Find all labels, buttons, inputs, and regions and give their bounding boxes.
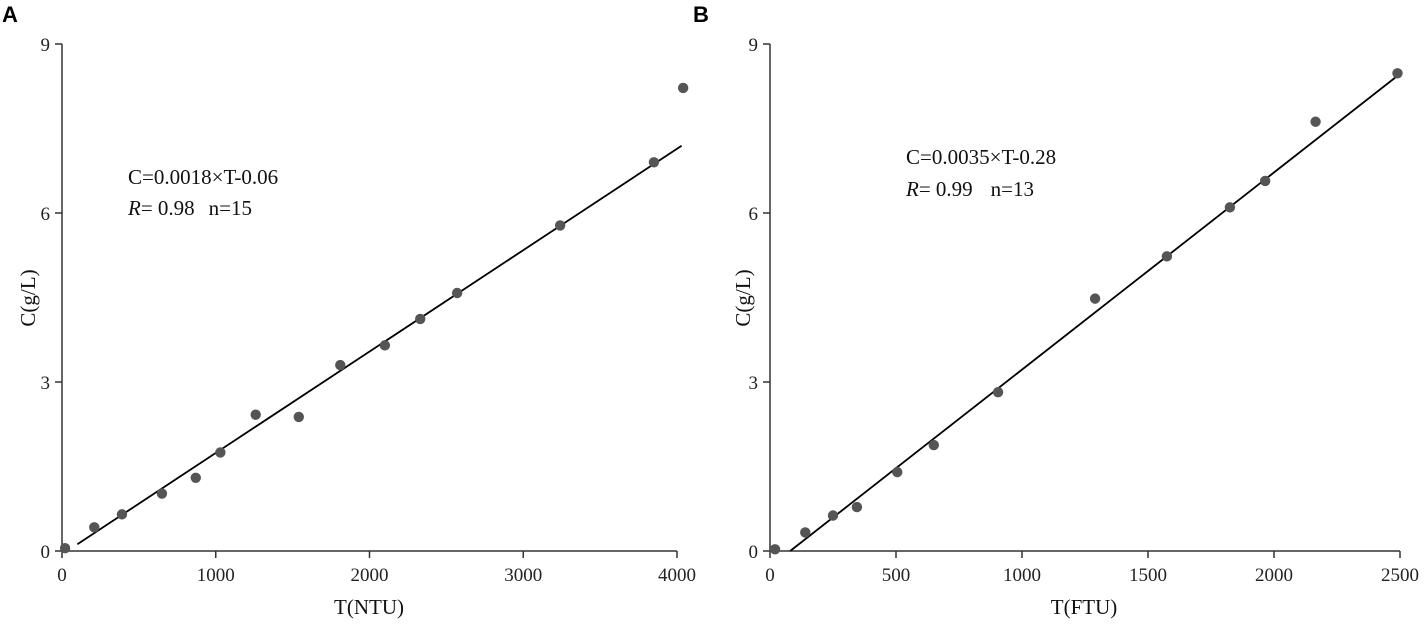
panel-a-xlabel: T(NTU) — [334, 595, 404, 619]
x-tick-label: 3000 — [504, 565, 542, 586]
data-point — [451, 287, 463, 299]
data-point — [677, 82, 689, 94]
panel-b-r-value: = 0.99 — [919, 177, 973, 201]
data-point — [250, 409, 261, 420]
panel-a-stats: R= 0.98 n=15 — [127, 196, 252, 220]
data-point — [379, 340, 391, 351]
x-tick-label: 4000 — [658, 565, 696, 586]
data-point — [215, 447, 226, 458]
x-tick-label: 2000 — [1255, 565, 1293, 586]
x-tick-label: 0 — [765, 565, 775, 586]
y-tick-label: 6 — [749, 204, 759, 225]
panel-b-points — [769, 68, 1403, 555]
x-tick-label: 0 — [57, 565, 67, 586]
data-point — [415, 313, 426, 325]
data-point — [1089, 293, 1101, 304]
panel-a-ylabel: C(g/L) — [16, 269, 40, 326]
data-point — [1161, 251, 1173, 262]
data-point — [800, 527, 811, 538]
x-tick-label: 1000 — [1003, 565, 1041, 586]
panel-b-equation: C=0.0035×T-0.28 — [906, 145, 1056, 169]
panel-b: B 0 500 1000 1500 2000 2500 0 3 6 9 C=0.0035×T-0.… — [693, 2, 1419, 619]
panel-b-r-symbol: R — [905, 177, 919, 201]
data-point — [648, 157, 660, 168]
data-point — [335, 359, 346, 371]
y-tick-label: 3 — [749, 373, 759, 394]
x-tick-label: 500 — [882, 565, 911, 586]
data-point — [827, 510, 839, 521]
panel-b-fit-line — [789, 73, 1401, 552]
panel-b-fit — [789, 73, 1401, 552]
data-point — [769, 544, 781, 555]
panel-b-stats: R= 0.99 n=13 — [905, 177, 1034, 201]
x-tick-label: 2500 — [1381, 565, 1419, 586]
data-point — [116, 509, 128, 520]
data-point — [156, 488, 168, 499]
y-tick-label: 3 — [41, 373, 51, 394]
data-point — [992, 386, 1004, 398]
data-point — [1392, 68, 1403, 79]
data-point — [59, 542, 71, 554]
x-tick-label: 2000 — [351, 565, 389, 586]
panel-a-r-value: = 0.98 — [141, 196, 195, 220]
panel-a-points — [59, 82, 689, 554]
data-point — [190, 472, 201, 483]
y-tick-label: 0 — [41, 542, 51, 563]
data-point — [1224, 202, 1236, 213]
panel-b-axes: 0 500 1000 1500 2000 2500 0 3 6 9 — [749, 35, 1420, 586]
data-point — [1310, 116, 1321, 127]
panel-b-n: n=13 — [991, 177, 1034, 201]
data-point — [892, 466, 903, 478]
panel-a-n: n=15 — [209, 196, 252, 220]
x-tick-label: 1000 — [197, 565, 235, 586]
data-point — [1259, 175, 1271, 187]
y-tick-label: 9 — [749, 35, 759, 56]
y-tick-label: 9 — [41, 35, 51, 56]
data-point — [554, 220, 566, 231]
data-point — [851, 501, 863, 513]
y-tick-label: 0 — [749, 542, 759, 563]
panel-a-axes: 0 1000 2000 3000 4000 0 3 6 9 — [41, 35, 697, 586]
panel-b-ylabel: C(g/L) — [731, 269, 755, 326]
panel-a-fit-line — [76, 144, 683, 545]
data-point — [928, 439, 939, 451]
panel-a-r-symbol: R — [127, 196, 141, 220]
data-point — [89, 522, 100, 533]
panel-b-label: B — [693, 2, 709, 27]
y-tick-label: 6 — [41, 204, 51, 225]
data-point — [293, 411, 304, 423]
x-tick-label: 1500 — [1129, 565, 1167, 586]
panel-a-label: A — [2, 2, 18, 27]
panel-b-xlabel: T(FTU) — [1051, 595, 1118, 619]
panel-a-equation: C=0.0018×T-0.06 — [128, 165, 278, 189]
panel-a-fit — [76, 144, 683, 545]
